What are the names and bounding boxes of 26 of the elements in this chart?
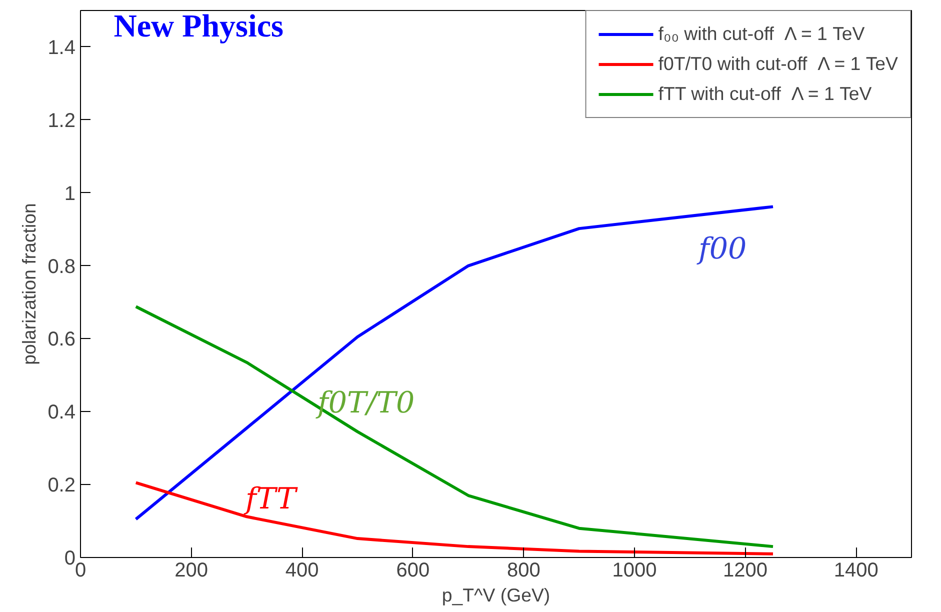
y-tick-label: 0.6 [48, 328, 76, 351]
y-tick-label: 1 [64, 182, 76, 205]
line-series [134, 481, 774, 556]
line-series [134, 205, 774, 521]
annotation: f0T/T0 [316, 386, 415, 420]
legend-label: f0T/T0 with cut-off Λ = 1 TeV [658, 53, 898, 75]
legend-label: f₀₀ with cut-off Λ = 1 TeV [658, 23, 865, 45]
annotation: fTT [244, 482, 298, 516]
y-tick-label: 1.4 [48, 36, 76, 59]
y-tick-label: 0.8 [48, 256, 76, 278]
line-series [134, 305, 774, 548]
annotation: f00 [696, 232, 747, 266]
x-axis-title: p_T^V (GeV) [442, 584, 550, 606]
y-tick-label: 0.4 [48, 402, 76, 424]
x-tick-label: 400 [285, 560, 319, 582]
chart-title: New Physics [114, 7, 284, 44]
x-tick-label: 800 [507, 560, 540, 582]
y-tick-label: 0.2 [48, 474, 76, 497]
y-tick-label: 1.2 [48, 110, 76, 132]
x-tick-label: 1200 [723, 560, 768, 582]
y-axis-title: polarization fraction [18, 203, 40, 365]
legend-label: fTT with cut-off Λ = 1 TeV [658, 83, 872, 105]
x-tick-label: 600 [396, 560, 430, 582]
x-tick-label: 1000 [612, 560, 657, 582]
x-tick-label: 1400 [834, 560, 878, 582]
x-tick-label: 200 [174, 560, 208, 582]
